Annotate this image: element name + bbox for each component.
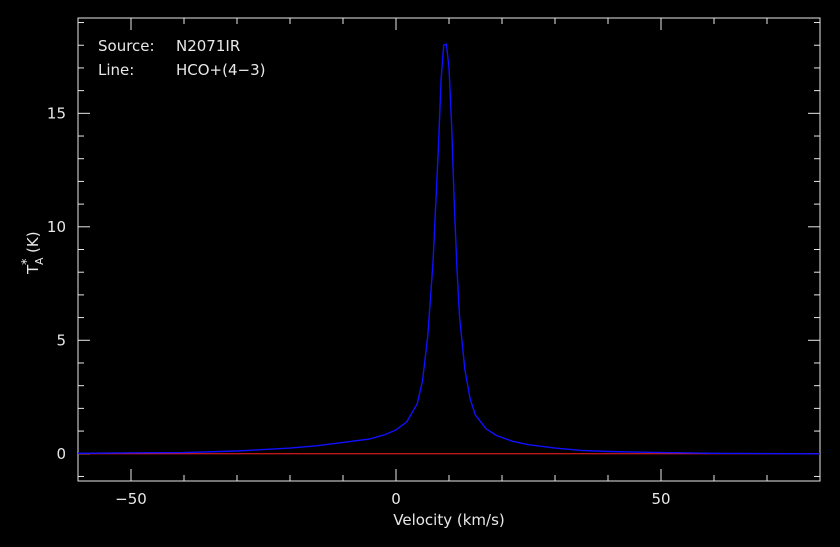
plot-frame bbox=[77, 17, 821, 482]
tick-marks bbox=[77, 18, 821, 481]
y-tick-label: 10 bbox=[47, 218, 66, 236]
x-axis-label: Velocity (km/s) bbox=[393, 511, 504, 529]
annotation-line-key: Line: bbox=[98, 61, 134, 79]
spectrum-series-line bbox=[77, 43, 821, 455]
y-tick-label: 5 bbox=[56, 331, 66, 349]
x-tick-label: 50 bbox=[651, 490, 670, 508]
x-tick-label: 0 bbox=[391, 490, 401, 508]
x-tick-labels: −50 0 50 bbox=[115, 490, 670, 508]
annotation-line-value: HCO+(4−3) bbox=[176, 61, 266, 79]
y-axis-label-superscript: * bbox=[20, 258, 35, 265]
y-axis-label-symbol: T bbox=[24, 264, 42, 275]
y-tick-labels: 0 5 10 15 bbox=[47, 104, 66, 462]
y-axis-label-subscript: A bbox=[33, 257, 46, 265]
y-axis-label-unit: (K) bbox=[24, 231, 42, 253]
annotation-source-value: N2071IR bbox=[176, 37, 240, 55]
annotation-source-key: Source: bbox=[98, 37, 155, 55]
y-axis-label: T * A (K) bbox=[20, 231, 46, 275]
y-tick-label: 0 bbox=[56, 445, 66, 463]
y-tick-label: 15 bbox=[47, 104, 66, 122]
x-tick-label: −50 bbox=[115, 490, 147, 508]
